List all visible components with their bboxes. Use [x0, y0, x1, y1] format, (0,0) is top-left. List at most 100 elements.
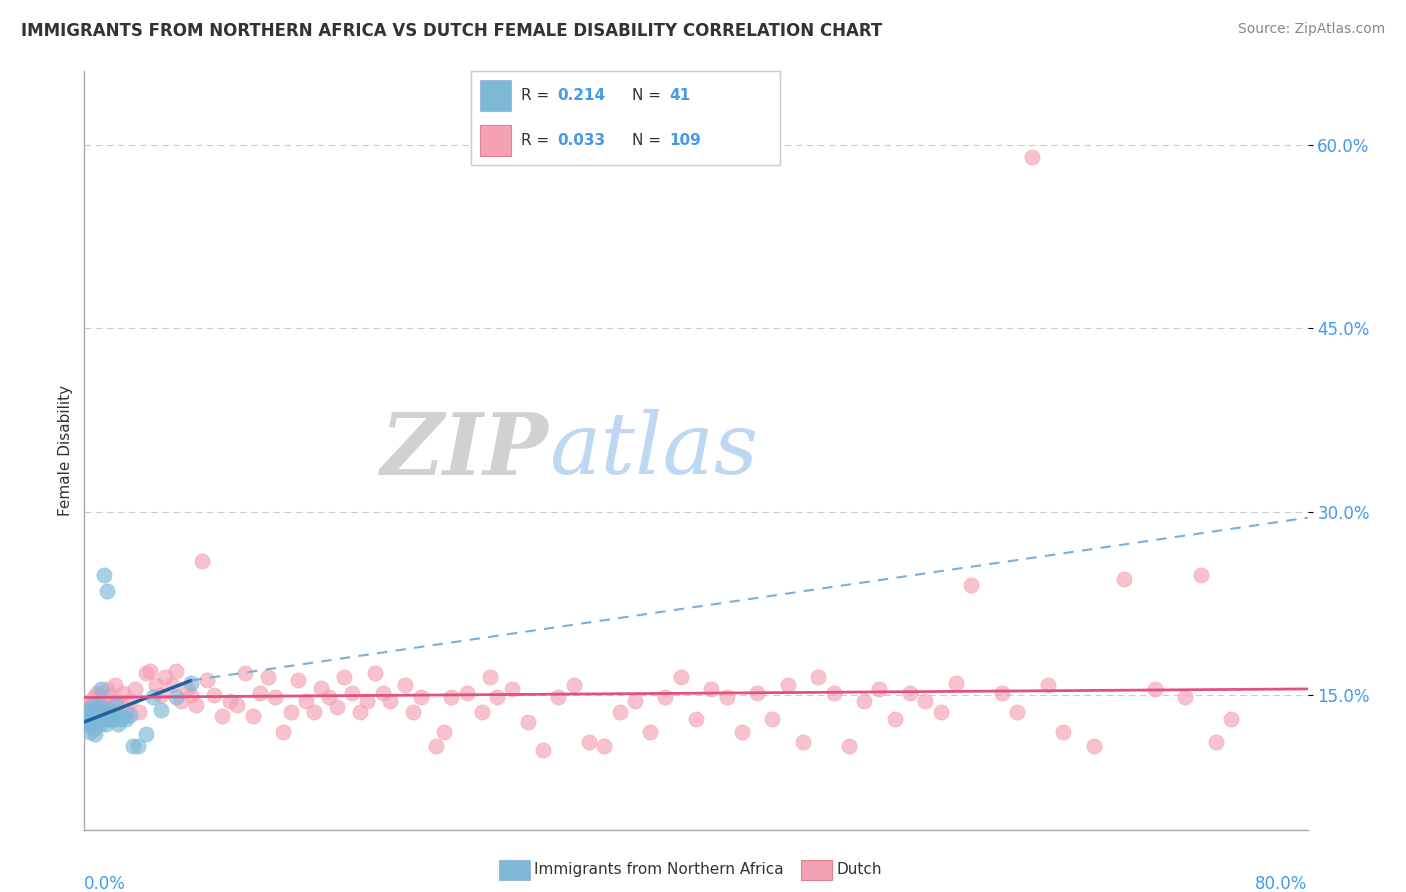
Point — [107, 705, 129, 719]
Point — [593, 739, 616, 754]
Point — [380, 694, 402, 708]
Point — [122, 739, 145, 754]
Point — [1174, 690, 1197, 705]
Point — [624, 694, 647, 708]
Point — [170, 694, 193, 708]
Point — [280, 705, 302, 719]
Point — [1114, 572, 1136, 586]
Text: IMMIGRANTS FROM NORTHERN AFRICA VS DUTCH FEMALE DISABILITY CORRELATION CHART: IMMIGRANTS FROM NORTHERN AFRICA VS DUTCH… — [21, 22, 883, 40]
Point — [409, 690, 432, 705]
Point — [107, 717, 129, 731]
Point — [124, 681, 146, 696]
Point — [111, 710, 134, 724]
Point — [93, 694, 115, 708]
Point — [1005, 705, 1028, 719]
Point — [242, 708, 264, 723]
Point — [516, 714, 538, 729]
Point — [233, 666, 256, 681]
Point — [94, 705, 117, 719]
Point — [478, 670, 501, 684]
Text: R =: R = — [520, 133, 554, 148]
Point — [79, 724, 101, 739]
Point — [89, 695, 111, 709]
Point — [1189, 568, 1212, 582]
Point — [960, 578, 983, 592]
Point — [945, 675, 967, 690]
Point — [202, 688, 225, 702]
Point — [486, 690, 509, 705]
Point — [700, 681, 723, 696]
Text: 0.214: 0.214 — [558, 88, 606, 103]
Point — [75, 710, 97, 724]
Point — [325, 700, 347, 714]
Point — [402, 705, 425, 719]
Point — [76, 714, 98, 729]
Point — [295, 694, 318, 708]
Point — [93, 703, 115, 717]
Point — [98, 703, 121, 717]
Point — [139, 664, 162, 678]
Point — [101, 713, 124, 727]
Point — [103, 705, 125, 719]
Point — [776, 678, 799, 692]
Point — [101, 695, 124, 709]
Point — [195, 673, 218, 688]
Point — [128, 705, 150, 719]
Text: 0.0%: 0.0% — [84, 875, 127, 892]
Point — [318, 690, 340, 705]
Point — [96, 681, 118, 696]
Point — [311, 681, 333, 695]
Point — [218, 694, 240, 708]
Point — [176, 681, 198, 696]
Point — [120, 707, 142, 722]
Point — [807, 670, 830, 684]
Point — [226, 698, 249, 712]
Point — [853, 694, 876, 708]
Point — [149, 688, 172, 702]
Point — [80, 698, 103, 712]
Point — [76, 698, 98, 712]
Point — [685, 713, 707, 727]
Point — [96, 584, 118, 599]
Point — [83, 690, 105, 705]
Text: 109: 109 — [669, 133, 700, 148]
Point — [792, 734, 814, 748]
Point — [87, 708, 110, 723]
Point — [165, 664, 187, 678]
Point — [120, 694, 142, 708]
Point — [356, 694, 378, 708]
Point — [89, 717, 111, 731]
Point — [1205, 734, 1227, 748]
Text: atlas: atlas — [550, 409, 758, 491]
Point — [180, 675, 202, 690]
Point — [394, 678, 416, 692]
Point — [371, 685, 394, 699]
Point — [80, 714, 103, 729]
Point — [80, 713, 103, 727]
Point — [96, 713, 118, 727]
Point — [83, 723, 105, 737]
Point — [83, 713, 105, 727]
Point — [191, 553, 214, 567]
Point — [340, 685, 363, 699]
Point — [79, 700, 101, 714]
Point — [638, 724, 661, 739]
Point — [86, 685, 108, 699]
Text: N =: N = — [631, 88, 665, 103]
Point — [97, 708, 120, 723]
Point — [75, 703, 97, 717]
Text: Immigrants from Northern Africa: Immigrants from Northern Africa — [534, 863, 785, 877]
FancyBboxPatch shape — [481, 125, 512, 156]
Point — [1036, 678, 1059, 692]
Point — [142, 690, 165, 705]
Point — [471, 705, 494, 719]
Point — [108, 713, 131, 727]
Point — [349, 705, 371, 719]
Point — [838, 739, 860, 754]
Y-axis label: Female Disability: Female Disability — [58, 384, 73, 516]
Point — [1083, 739, 1105, 754]
Point — [761, 713, 783, 727]
Text: ZIP: ZIP — [381, 409, 550, 492]
Point — [104, 678, 127, 692]
Text: Source: ZipAtlas.com: Source: ZipAtlas.com — [1237, 22, 1385, 37]
